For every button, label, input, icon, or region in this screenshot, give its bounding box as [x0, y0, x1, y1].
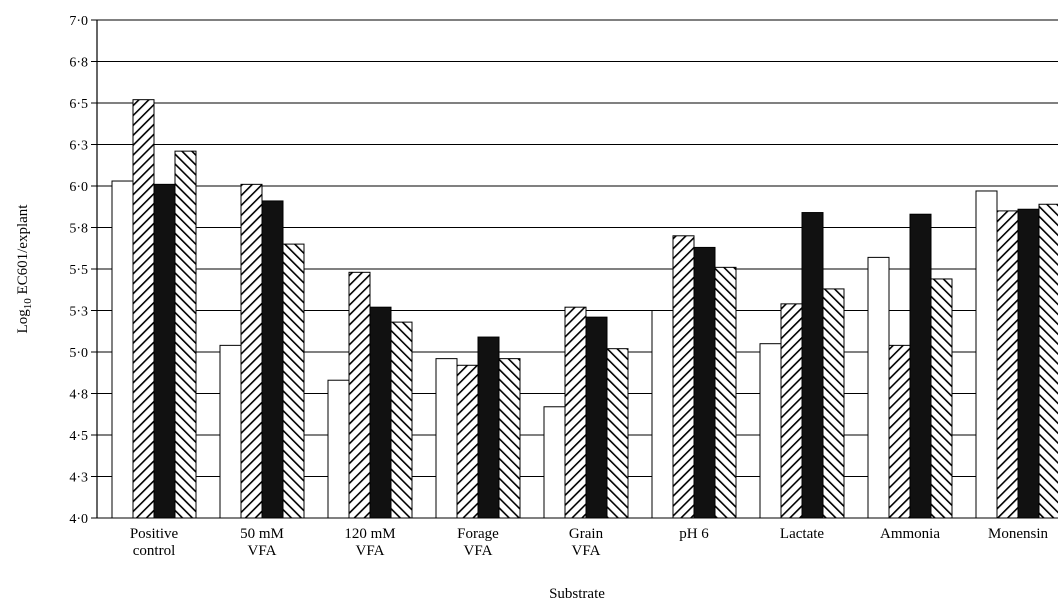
bar — [348, 271, 371, 519]
y-tick-label: 4·0 — [69, 512, 88, 527]
bar — [867, 256, 890, 519]
y-axis-title-rest: EC601/explant — [15, 204, 31, 299]
y-axis-title-log: Log — [15, 309, 31, 334]
y-tick-label: 7·0 — [69, 14, 88, 29]
bar — [975, 190, 998, 519]
bar — [477, 336, 500, 519]
x-category-label: pH 6 — [679, 526, 709, 542]
x-category-label: 50 mM — [240, 526, 284, 542]
x-category-label: control — [133, 543, 176, 559]
bar — [111, 180, 134, 519]
bar — [219, 344, 242, 519]
x-category-label: VFA — [248, 543, 277, 559]
bar — [369, 306, 392, 519]
x-category-label: 120 mM — [344, 526, 395, 542]
bar — [801, 212, 824, 519]
y-tick-label: 5·3 — [69, 305, 88, 320]
bar — [174, 150, 197, 519]
bar — [261, 200, 284, 519]
bar — [930, 278, 953, 519]
bar — [435, 358, 458, 519]
bar — [714, 266, 737, 519]
x-axis-title: Substrate — [549, 586, 605, 602]
bar — [390, 321, 413, 519]
bar — [651, 310, 674, 519]
x-category-label: Forage — [457, 526, 499, 542]
y-axis-title-subscript: 10 — [22, 298, 34, 310]
y-tick-label: 6·3 — [69, 139, 88, 154]
bar — [693, 246, 716, 519]
x-category-label: Monensin — [988, 526, 1049, 542]
x-category-label: VFA — [572, 543, 601, 559]
x-category-label: Lactate — [780, 526, 824, 542]
y-tick-label: 4·8 — [69, 388, 88, 403]
bar — [1017, 208, 1040, 519]
bar — [759, 343, 782, 519]
bar — [132, 99, 155, 519]
bar — [498, 358, 521, 519]
bar — [996, 210, 1019, 519]
x-category-label: Grain — [569, 526, 604, 542]
y-tick-label: 4·5 — [69, 429, 88, 444]
bar — [672, 235, 695, 519]
bar — [456, 364, 479, 519]
y-tick-label: 5·5 — [69, 263, 88, 278]
bar — [282, 243, 305, 519]
x-category-label: Ammonia — [880, 526, 940, 542]
x-category-label: VFA — [356, 543, 385, 559]
y-tick-label: 4·3 — [69, 471, 88, 486]
bar — [888, 344, 911, 519]
bar — [327, 379, 350, 519]
y-axis-title: Log10 EC601/explant — [15, 204, 34, 334]
bars — [111, 99, 1058, 519]
bar — [153, 183, 176, 519]
y-tick-labels: 4·0 4·3 4·5 4·8 5·0 5·3 5·5 5·8 6·0 6·3 6·5 6·8 7·0 — [69, 14, 88, 527]
bar — [780, 303, 803, 519]
y-tick-label: 5·8 — [69, 222, 88, 237]
y-tick-label: 6·0 — [69, 180, 88, 195]
y-tick-label: 5·0 — [69, 346, 88, 361]
bar — [240, 183, 263, 519]
y-tick-label: 6·8 — [69, 56, 88, 71]
bar — [909, 213, 932, 519]
bar — [822, 288, 845, 519]
x-category-label: VFA — [464, 543, 493, 559]
bar — [606, 348, 629, 519]
bar — [543, 406, 566, 519]
bar — [585, 316, 608, 519]
y-tick-label: 6·5 — [69, 97, 88, 112]
bar — [564, 306, 587, 519]
x-category-label: Positive — [130, 526, 179, 542]
bar — [1038, 203, 1058, 519]
